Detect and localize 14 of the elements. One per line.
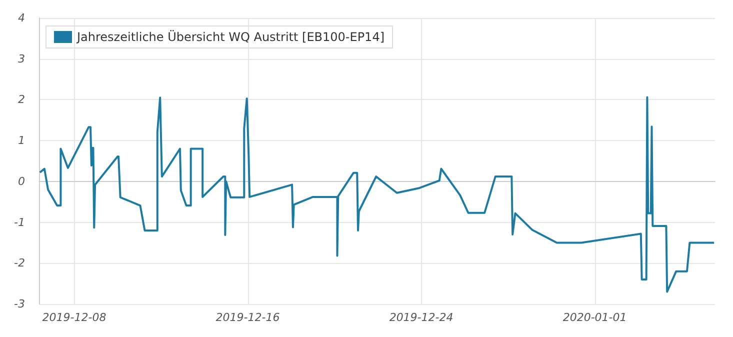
x-tick-label: 2019-12-24 xyxy=(389,311,454,324)
y-tick-label: -2 xyxy=(14,256,25,270)
y-tick-label: 1 xyxy=(18,134,25,148)
y-tick-label: 3 xyxy=(18,52,25,66)
x-tick-label: 2019-12-08 xyxy=(42,311,106,324)
y-tick-label: -3 xyxy=(14,298,25,310)
x-tick-label: 2019-12-16 xyxy=(216,311,280,324)
y-tick-label: 4 xyxy=(18,12,25,24)
y-tick-label: 0 xyxy=(18,174,25,188)
x-tick-label: 2020-01-01 xyxy=(562,311,627,324)
y-tick-label: 2 xyxy=(18,93,25,106)
y-tick-label: -1 xyxy=(14,216,25,229)
legend-label: Jahreszeitliche Übersicht WQ Austritt [EB100-EP14] xyxy=(76,30,385,44)
line-series xyxy=(38,96,716,293)
